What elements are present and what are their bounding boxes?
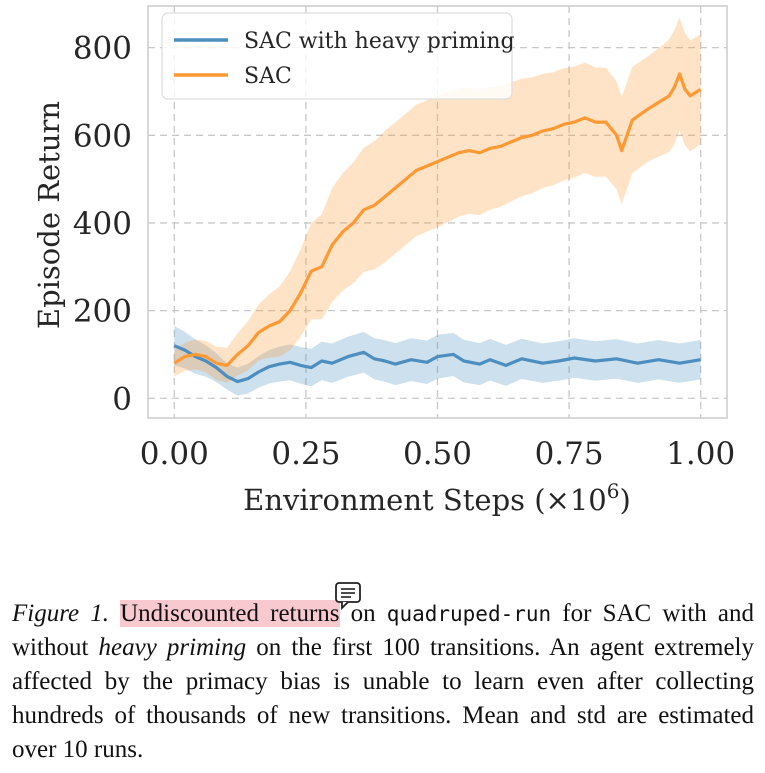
legend: SAC with heavy priming SAC [161,12,515,100]
caption-text-2: for SAC with and without [12,600,754,661]
caption-emphasis: heavy priming [98,634,247,661]
legend-box [161,12,513,100]
figure-label: Figure 1. [12,600,109,627]
y-tick-label: 600 [73,118,132,154]
y-tick-label: 400 [73,206,132,242]
x-tick-label: 1.00 [666,436,735,472]
y-tick-label: 800 [73,31,132,67]
caption-text-3: on the first 100 transitions. An agent e… [12,634,754,763]
std-band-0 [174,326,701,396]
tick-labels: 0.00 0.25 0.50 0.75 1.00 0 200 400 600 800 [73,31,735,472]
x-tick-label: 0.50 [403,436,472,472]
caption-text-1: on [339,600,387,627]
std-band-1 [174,17,701,383]
y-tick-label: 0 [112,381,132,417]
figure-caption: Figure 1. Undiscounted returns on quadru… [12,582,754,767]
series-lines [173,72,702,384]
y-axis-label: Episode Return [32,101,66,329]
legend-label-sac: SAC [244,64,292,89]
x-tick-label: 0.00 [140,436,209,472]
x-tick-label: 0.25 [271,436,340,472]
highlighted-phrase[interactable]: Undiscounted returns [120,600,340,627]
x-tick-label: 0.75 [535,436,604,472]
series-line-0 [173,344,701,384]
plot-frame [147,5,728,419]
y-tick-label: 200 [73,294,132,330]
legend-label-priming: SAC with heavy priming [244,29,515,54]
x-axis-label: Environment Steps (×106) [243,479,631,517]
std-bands [174,17,701,396]
series-line-1 [173,72,702,367]
episode-return-chart: 0.00 0.25 0.50 0.75 1.00 0 200 400 600 800 SAC wi… [32,5,735,517]
env-name: quadruped-run [386,602,552,626]
